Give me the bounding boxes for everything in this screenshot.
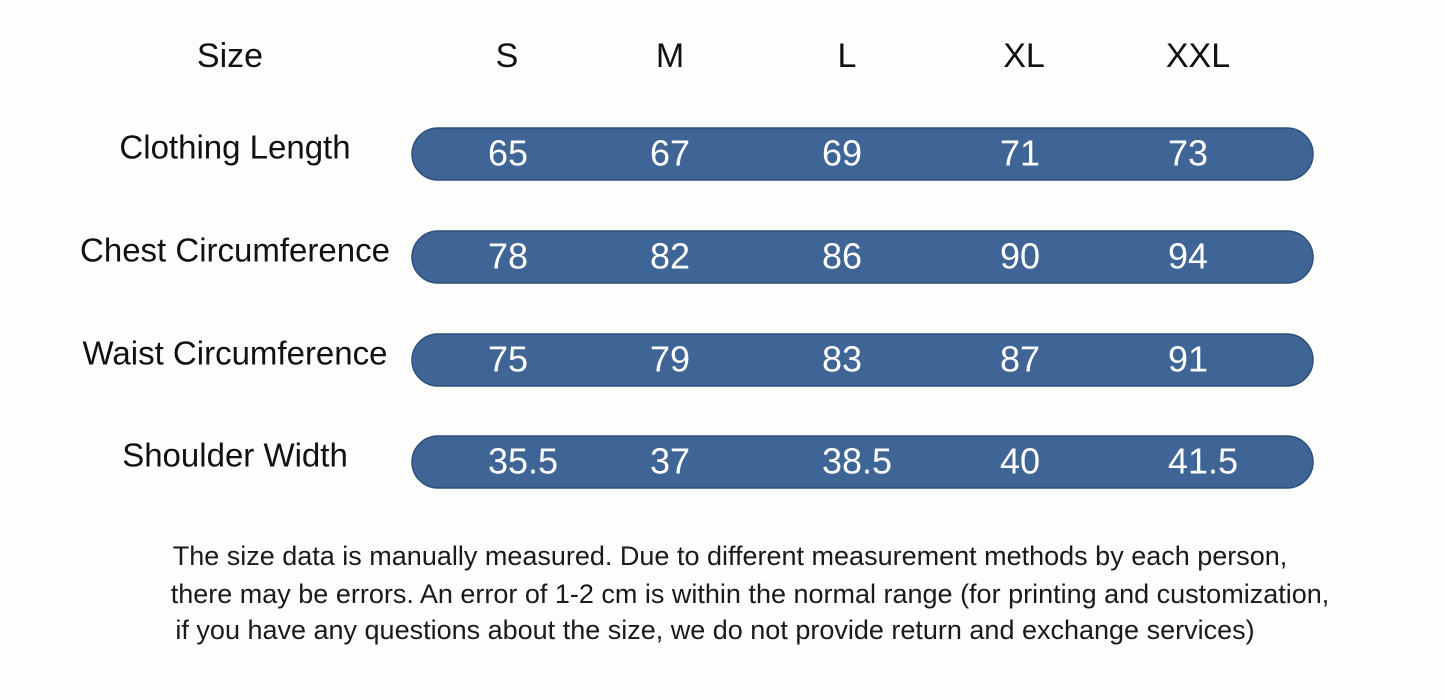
cell-value: 35.5	[488, 441, 558, 482]
note-line: if you have any questions about the size…	[175, 615, 1254, 645]
cell-value: 86	[822, 236, 862, 277]
size-header: XL	[1003, 37, 1045, 75]
cell-value: 78	[488, 236, 528, 277]
cell-value: 65	[488, 133, 528, 174]
note-line: The size data is manually measured. Due …	[173, 541, 1288, 571]
cell-value: 79	[650, 339, 690, 380]
row-pill	[411, 333, 1314, 387]
row-pill	[411, 230, 1314, 284]
header-label: Size	[197, 37, 263, 75]
row-label: Chest Circumference	[80, 232, 390, 269]
cell-value: 41.5	[1168, 441, 1238, 482]
size-header: L	[838, 37, 857, 75]
row-label: Waist Circumference	[82, 335, 387, 372]
cell-value: 40	[1000, 441, 1040, 482]
row-pill	[411, 127, 1314, 181]
note-line: there may be errors. An error of 1-2 cm …	[171, 579, 1330, 609]
cell-value: 37	[650, 441, 690, 482]
cell-value: 83	[822, 339, 862, 380]
cell-value: 73	[1168, 133, 1208, 174]
cell-value: 91	[1168, 339, 1208, 380]
cell-value: 94	[1168, 236, 1208, 277]
cell-value: 90	[1000, 236, 1040, 277]
cell-value: 69	[822, 133, 862, 174]
cell-value: 82	[650, 236, 690, 277]
size-header: XXL	[1166, 37, 1230, 75]
row-label: Clothing Length	[119, 129, 350, 166]
size-header: S	[496, 37, 519, 75]
cell-value: 38.5	[822, 441, 892, 482]
cell-value: 71	[1000, 133, 1040, 174]
row-pill	[411, 435, 1314, 489]
cell-value: 67	[650, 133, 690, 174]
cell-value: 75	[488, 339, 528, 380]
row-label: Shoulder Width	[122, 437, 348, 474]
cell-value: 87	[1000, 339, 1040, 380]
size-header: M	[656, 37, 684, 75]
